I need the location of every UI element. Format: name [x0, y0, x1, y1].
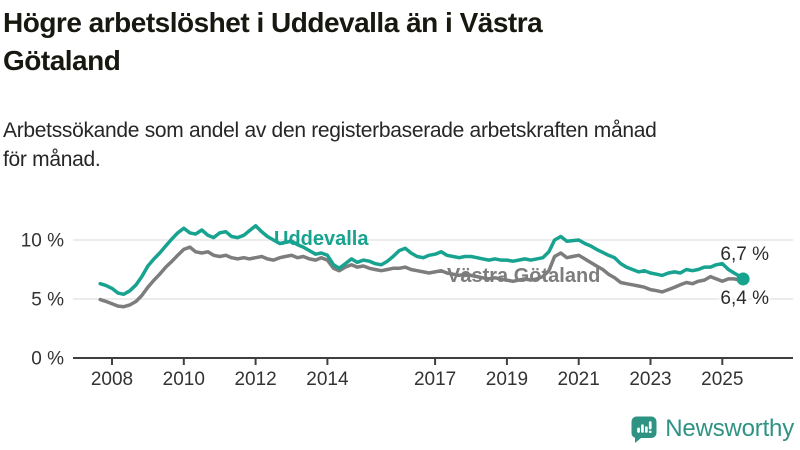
x-tick-label: 2008 [91, 369, 133, 390]
x-tick-label: 2025 [701, 369, 743, 390]
brand-name: Newsworthy [665, 415, 794, 442]
latest-value-dot [736, 272, 750, 286]
chart-subtitle: Arbetssökande som andel av den registerb… [3, 116, 793, 174]
x-tick-label: 2010 [163, 369, 205, 390]
exclamation-stem [649, 421, 652, 430]
newsworthy-logo: Newsworthy [630, 415, 794, 443]
end-value-label-uddevalla: 6,7 % [720, 244, 769, 265]
newsworthy-speech-bubble-barchart-icon [631, 416, 657, 443]
y-tick-label: 5 % [31, 290, 64, 311]
x-tick-label: 2023 [629, 369, 671, 390]
title-line-2: Götaland [3, 45, 121, 76]
page-title: Högre arbetslöshet i Uddevalla än i Väst… [3, 4, 723, 80]
y-tick-label: 10 % [21, 231, 64, 252]
series-label-uddevalla: Uddevalla [274, 228, 369, 250]
speech-bubble-shape [631, 416, 657, 443]
subtitle-line-2: för månad. [3, 148, 101, 171]
bar-3 [645, 426, 648, 433]
end-value-label-v-stra-g-taland: 6,4 % [720, 288, 769, 309]
bar-1 [637, 427, 641, 433]
exclamation-dot [649, 430, 652, 433]
series-label-v-stra-g-taland: Västra Götaland [447, 265, 600, 287]
bar-2 [641, 424, 645, 433]
x-tick-label: 2017 [414, 369, 456, 390]
title-line-1: Högre arbetslöshet i Uddevalla än i Väst… [3, 7, 543, 38]
x-tick-label: 2021 [558, 369, 600, 390]
subtitle-line-1: Arbetssökande som andel av den registerb… [3, 119, 657, 142]
series-line-v-stra-g-taland [98, 245, 745, 309]
x-tick-label: 2014 [306, 369, 349, 390]
x-tick-label: 2019 [486, 369, 528, 390]
y-tick-label: 0 % [31, 349, 64, 370]
series-line-uddevalla [98, 224, 745, 297]
x-tick-label: 2012 [234, 369, 276, 390]
